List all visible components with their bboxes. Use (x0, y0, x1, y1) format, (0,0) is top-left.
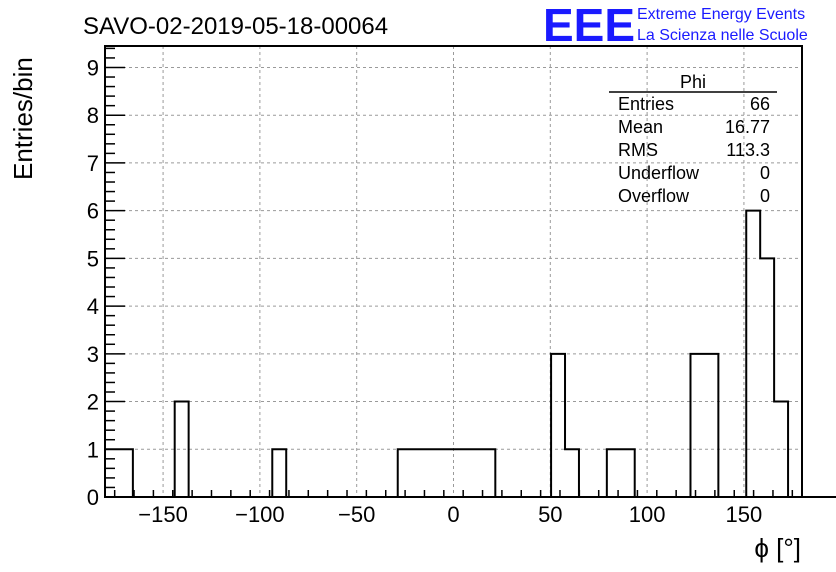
x-tick-label: 100 (629, 502, 666, 527)
y-tick-label: 2 (87, 390, 99, 415)
x-tick-label: −100 (235, 502, 285, 527)
x-tick-label: 50 (538, 502, 562, 527)
axes: −150 −100 −50 0 50 100 150 0 1 2 3 4 5 6 7 8 9 (87, 47, 794, 527)
y-tick-label: 4 (87, 294, 99, 319)
plot-frame (104, 45, 803, 498)
y-tick-label: 8 (87, 103, 99, 128)
x-tick-label: −150 (138, 502, 188, 527)
x-tick-label: 0 (447, 502, 459, 527)
stats-box: Phi Entries 66 Mean 16.77 RMS 113.3 Unde… (609, 72, 777, 206)
grid (105, 46, 802, 497)
stats-rms-label: RMS (618, 140, 658, 160)
stats-underflow-label: Underflow (618, 163, 700, 183)
y-tick-label: 6 (87, 199, 99, 224)
stats-mean-label: Mean (618, 117, 663, 137)
y-tick-label: 3 (87, 342, 99, 367)
y-tick-label: 0 (87, 485, 99, 510)
x-axis-label: ϕ [°] (754, 533, 801, 563)
brand-line-2: La Scienza nelle Scuole (637, 27, 808, 44)
eee-logo: EEE (543, 0, 635, 51)
y-tick-label: 5 (87, 246, 99, 271)
chart-title: SAVO-02-2019-05-18-00064 (83, 13, 388, 40)
x-tick-label: −50 (338, 502, 375, 527)
stats-entries-label: Entries (618, 94, 674, 114)
y-tick-label: 9 (87, 55, 99, 80)
stats-overflow-label: Overflow (618, 186, 690, 206)
y-axis-label: Entries/bin (8, 57, 38, 180)
stats-overflow-value: 0 (760, 186, 770, 206)
stats-rms-value: 113.3 (726, 140, 770, 160)
stats-mean-value: 16.77 (725, 117, 770, 137)
stats-title: Phi (680, 72, 706, 92)
x-tick-label: 150 (726, 502, 763, 527)
stats-entries-value: 66 (750, 94, 770, 114)
brand-line-1: Extreme Energy Events (637, 6, 805, 23)
y-tick-label: 7 (87, 151, 99, 176)
y-tick-label: 1 (87, 437, 99, 462)
brand-logo: EEE Extreme Energy Events La Scienza nel… (543, 0, 808, 51)
stats-underflow-value: 0 (760, 163, 770, 183)
